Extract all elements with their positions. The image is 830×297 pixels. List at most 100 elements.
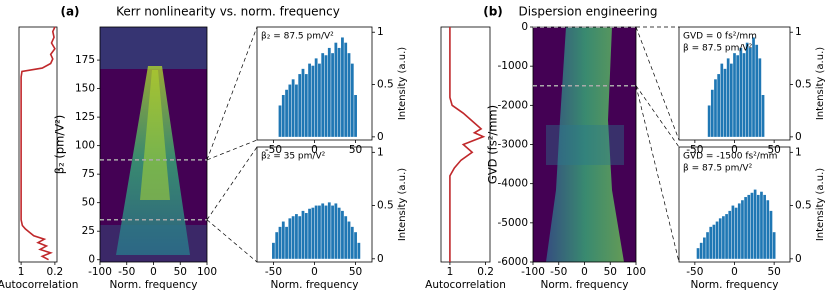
bar — [723, 68, 727, 137]
annotation: β = 87.5 pm/V² — [683, 44, 753, 54]
bar — [758, 58, 762, 137]
bar — [760, 191, 763, 259]
annotation: β₂ = 35 pm/V² — [261, 152, 326, 162]
heatmap-image-a — [100, 27, 207, 262]
connector-line — [206, 219, 258, 263]
x-tick-label: 0 — [311, 266, 318, 278]
bar — [334, 203, 338, 259]
x-tick-label: -50 — [686, 266, 703, 278]
y-tick-label: 0 — [795, 131, 802, 143]
x-tick-label: 50 — [604, 266, 617, 278]
y-tick-label: 0 — [88, 254, 95, 266]
bar — [753, 189, 757, 259]
x-tick-label: 0 — [731, 266, 738, 278]
bar — [720, 63, 724, 137]
x-axis-label: Autocorrelation — [0, 279, 78, 291]
bar — [344, 216, 348, 259]
x-tick-label: 0 — [311, 144, 318, 156]
bar — [710, 89, 714, 137]
bar — [314, 58, 318, 137]
bar — [311, 65, 315, 137]
bar — [298, 74, 302, 137]
annotation: GVD = -1500 fs²/mm — [683, 152, 777, 162]
y-tick-label: 1 — [377, 26, 384, 38]
x-tick-label: 0 — [150, 266, 157, 278]
y-axis-label: Intensity (a.u.) — [815, 47, 826, 120]
bar — [278, 226, 282, 259]
bar — [761, 95, 765, 137]
y-tick-label: 175 — [75, 54, 95, 66]
bar — [285, 89, 288, 137]
bar — [321, 203, 325, 259]
y-tick-label: 50 — [82, 197, 95, 209]
x-tick-label: -100 — [88, 266, 112, 278]
bar — [344, 42, 348, 137]
bar — [734, 207, 738, 259]
x-tick-label: 50 — [349, 144, 362, 156]
y-tick-label: 0.5 — [377, 200, 394, 212]
y-axis-label: Intensity (a.u.) — [815, 168, 826, 241]
connector-line — [206, 146, 258, 220]
bar — [722, 216, 725, 259]
bar — [769, 210, 773, 259]
panel-label: (a) — [60, 5, 79, 19]
bar — [699, 242, 703, 259]
x-axis-label: Norm. frequency — [541, 279, 629, 291]
bar — [726, 58, 730, 137]
y-tick-label: 100 — [75, 140, 95, 152]
y-tick-label: 0 — [377, 131, 384, 143]
bar — [301, 210, 305, 259]
x-tick-label: -50 — [118, 266, 135, 278]
bar — [739, 47, 743, 137]
y-tick-label: 1 — [795, 26, 802, 38]
bar — [278, 105, 282, 137]
bar — [741, 200, 744, 259]
bar — [737, 203, 741, 259]
plot-frame — [18, 26, 58, 263]
y-tick-label: 1 — [795, 146, 802, 158]
bar — [744, 197, 747, 259]
bar — [331, 53, 334, 137]
bar — [357, 242, 361, 259]
bar — [337, 47, 341, 137]
x-tick-label: -100 — [521, 266, 545, 278]
bar — [314, 205, 318, 259]
y-tick-label: 75 — [82, 168, 95, 180]
bar — [763, 194, 766, 259]
x-axis-label: Autocorrelation — [425, 279, 506, 291]
y-tick-label: -2000 — [497, 99, 528, 111]
y-tick-label: 0.5 — [795, 79, 812, 91]
bar — [707, 105, 711, 137]
bar — [281, 95, 285, 137]
bar — [308, 208, 311, 259]
heatmap-image-b — [533, 27, 636, 262]
x-axis-label: Norm. frequency — [271, 279, 359, 291]
x-tick-label: 100 — [197, 266, 217, 278]
bar — [712, 224, 716, 259]
x-tick-label: 1 — [18, 266, 25, 278]
y-tick-label: -5000 — [497, 217, 528, 229]
bar — [717, 74, 720, 137]
y-tick-label: 0 — [521, 21, 528, 33]
bar — [747, 194, 751, 259]
y-tick-label: 0.5 — [377, 79, 394, 91]
y-tick-label: -3000 — [497, 139, 528, 151]
connector-line — [206, 26, 258, 161]
bar — [337, 207, 341, 259]
x-tick-label: 0 — [581, 266, 588, 278]
bar — [324, 55, 328, 137]
connector-line — [206, 139, 258, 161]
x-axis-label: Norm. frequency — [691, 279, 779, 291]
y-tick-label: -1000 — [497, 60, 528, 72]
bar — [304, 74, 308, 137]
annotation: β = 87.5 pm/V² — [683, 164, 753, 174]
bar — [696, 248, 700, 259]
y-tick-label: 150 — [75, 83, 95, 95]
bar — [354, 95, 357, 137]
y-tick-label: 125 — [75, 111, 95, 123]
bar — [736, 55, 740, 137]
x-tick-label: 1 — [447, 266, 454, 278]
bar — [291, 216, 295, 259]
bar — [718, 218, 722, 259]
